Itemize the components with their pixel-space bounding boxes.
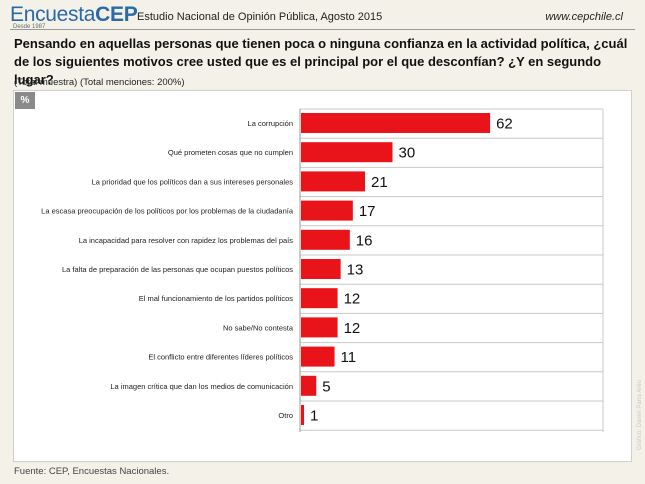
data-label: 1 xyxy=(310,408,318,425)
bar xyxy=(301,375,317,396)
sample-note: (Total muestra) (Total menciones: 200%) xyxy=(14,77,185,88)
category-label: El mal funcionamiento de los partidos po… xyxy=(139,294,293,303)
data-label: 21 xyxy=(371,174,388,191)
category-label: La imagen crítica que dan los medios de … xyxy=(110,382,293,391)
category-label: La incapacidad para resolver con rapidez… xyxy=(79,236,294,245)
category-label: Otro xyxy=(278,411,293,420)
bar xyxy=(301,317,338,338)
data-label: 12 xyxy=(344,291,361,308)
encuesta-cep-logo: EncuestaCEP xyxy=(10,3,138,26)
data-label: 17 xyxy=(359,203,376,220)
percent-badge: % xyxy=(15,92,35,109)
question-text: Pensando en aquellas personas que tienen… xyxy=(14,36,628,87)
bar xyxy=(301,200,353,221)
data-label: 13 xyxy=(347,262,364,279)
bar xyxy=(301,405,305,425)
bar xyxy=(301,288,338,309)
category-label: El conflicto entre diferentes líderes po… xyxy=(148,353,293,362)
logo-subtitle: Desde 1987 xyxy=(13,24,46,30)
bar xyxy=(301,259,341,279)
bar xyxy=(301,113,491,133)
logo-bold-text: CEP xyxy=(95,3,138,26)
grid-layer xyxy=(299,108,604,432)
bar xyxy=(301,142,393,163)
bar xyxy=(301,229,350,250)
study-title: Estudio Nacional de Opinión Pública, Ago… xyxy=(137,11,383,23)
header: EncuestaCEP Desde 1987 Estudio Nacional … xyxy=(0,0,645,30)
category-label: La falta de preparación de las personas … xyxy=(62,265,293,274)
bar xyxy=(301,171,366,192)
bar xyxy=(301,346,335,367)
category-label: Qué prometen cosas que no cumplen xyxy=(168,148,293,157)
data-label: 5 xyxy=(322,378,330,395)
data-label: 62 xyxy=(496,116,513,133)
header-divider xyxy=(10,29,635,30)
data-label: 11 xyxy=(341,349,357,366)
chart-credit: Gráfico: Daniel Parra Aréu xyxy=(637,379,643,450)
category-label: La escasa preocupación de los políticos … xyxy=(41,207,294,216)
category-label: No sabe/No contesta xyxy=(223,323,294,332)
category-label: La prioridad que los políticos dan a sus… xyxy=(92,177,294,186)
category-label: La corrupción xyxy=(248,119,293,128)
website-link[interactable]: www.cepchile.cl xyxy=(545,11,623,23)
data-label: 30 xyxy=(399,145,416,162)
data-label: 16 xyxy=(356,232,373,249)
data-label: 12 xyxy=(344,320,361,337)
source-footer: Fuente: CEP, Encuestas Nacionales. xyxy=(14,466,170,477)
bars-layer: La corrupción 62 Qué prometen cosas que no… xyxy=(41,113,513,425)
logo-light-text: Encuesta xyxy=(10,3,96,26)
